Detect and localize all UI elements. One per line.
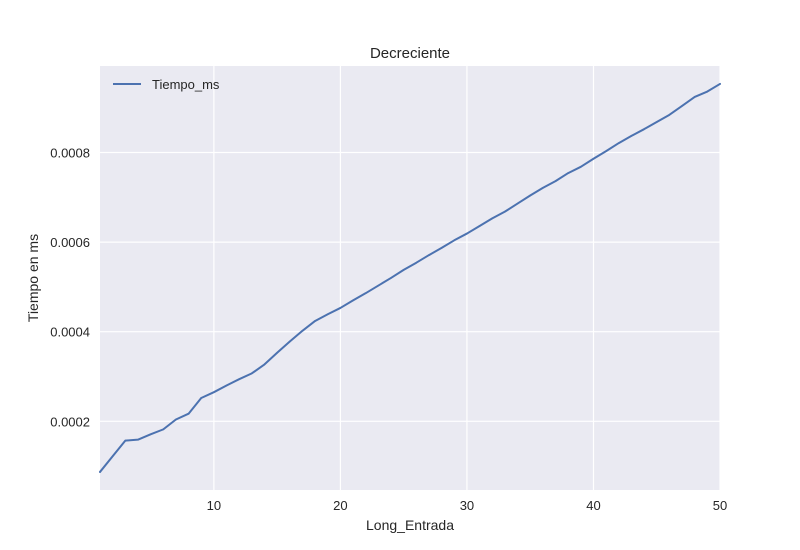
data-point xyxy=(415,261,418,264)
x-tick-label: 30 xyxy=(460,498,474,513)
data-point xyxy=(339,307,342,309)
data-point xyxy=(276,351,278,354)
data-point xyxy=(402,269,405,271)
x-gridlines xyxy=(213,66,721,490)
y-tick-label: 0.0008 xyxy=(50,145,90,160)
data-point xyxy=(643,128,645,130)
data-point xyxy=(668,114,671,116)
series-line-tiempo-ms xyxy=(99,82,721,473)
plot-area xyxy=(100,66,720,490)
chart-title: Decreciente xyxy=(370,45,450,62)
x-tick-label: 50 xyxy=(713,498,727,513)
data-point xyxy=(630,135,633,137)
data-point xyxy=(617,142,620,144)
data-point xyxy=(175,418,177,421)
data-point xyxy=(149,433,152,436)
x-axis-label: Long_Entrada xyxy=(366,517,454,533)
data-points xyxy=(99,83,721,473)
data-point xyxy=(491,217,494,220)
y-gridlines xyxy=(100,151,720,422)
data-point xyxy=(428,254,430,256)
data-point xyxy=(605,150,607,152)
data-point xyxy=(440,247,443,249)
data-point xyxy=(390,277,392,279)
x-tick-label: 20 xyxy=(333,498,347,513)
data-point xyxy=(580,166,582,168)
data-point xyxy=(263,363,266,366)
data-point xyxy=(478,225,481,227)
data-point xyxy=(529,194,532,197)
data-point xyxy=(238,378,240,380)
data-point xyxy=(542,187,544,189)
legend: Tiempo_ms xyxy=(113,77,220,92)
data-point xyxy=(655,121,658,123)
data-point xyxy=(288,340,291,343)
y-tick-labels: 0.0002 0.0004 0.0006 0.0008 xyxy=(50,145,90,429)
data-point xyxy=(301,330,304,332)
data-point xyxy=(554,180,557,182)
data-point xyxy=(162,428,165,431)
data-point xyxy=(592,157,595,160)
data-point xyxy=(567,172,569,174)
data-point xyxy=(137,438,139,441)
data-point xyxy=(681,105,683,107)
data-point xyxy=(124,439,127,442)
data-point xyxy=(314,320,316,322)
data-point xyxy=(99,471,101,473)
data-point xyxy=(377,284,380,287)
legend-label: Tiempo_ms xyxy=(152,77,220,92)
y-axis-label: Tiempo en ms xyxy=(25,234,41,322)
data-point xyxy=(516,202,519,205)
y-tick-label: 0.0004 xyxy=(50,325,90,340)
y-tick-label: 0.0006 xyxy=(50,235,90,250)
data-point xyxy=(466,232,468,235)
data-point xyxy=(111,455,114,458)
data-point xyxy=(326,313,329,316)
x-tick-label: 40 xyxy=(586,498,600,513)
data-point xyxy=(187,412,190,415)
data-point xyxy=(213,391,215,393)
data-point xyxy=(504,210,506,213)
y-tick-label: 0.0002 xyxy=(50,414,90,429)
data-point xyxy=(225,384,228,387)
data-point xyxy=(693,96,696,98)
x-tick-label: 10 xyxy=(207,498,221,513)
data-point xyxy=(453,239,456,242)
x-tick-labels: 10 20 30 40 50 xyxy=(207,498,728,513)
data-point xyxy=(352,299,354,302)
data-point xyxy=(719,83,721,85)
data-point xyxy=(364,292,367,294)
data-point xyxy=(200,397,203,399)
data-point xyxy=(251,372,253,375)
data-point xyxy=(706,90,709,93)
